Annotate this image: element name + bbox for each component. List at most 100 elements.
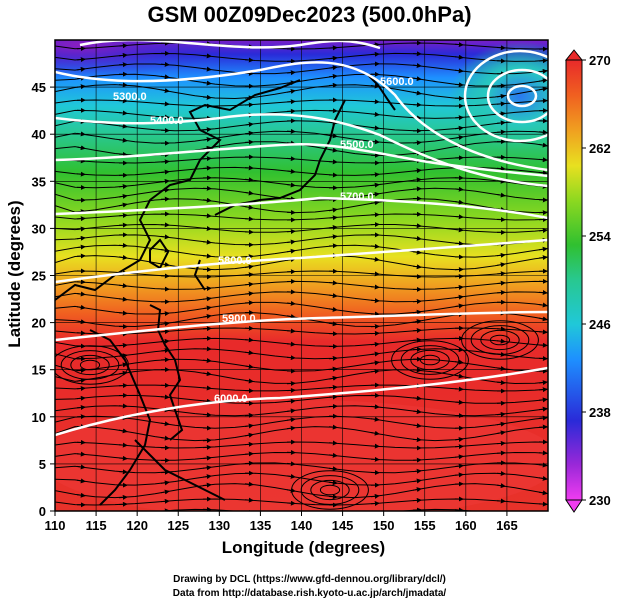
wind-arrow bbox=[328, 394, 338, 400]
wind-arrow bbox=[328, 45, 338, 51]
wind-arrow bbox=[328, 234, 338, 240]
wind-arrow bbox=[118, 469, 128, 475]
y-tick-label: 45 bbox=[32, 80, 46, 95]
wind-arrow bbox=[496, 262, 506, 268]
eddy-streamline bbox=[489, 334, 511, 346]
coastline bbox=[55, 74, 396, 506]
wind-arrow bbox=[538, 316, 548, 322]
wind-arrow bbox=[496, 101, 506, 107]
eddy-streamline bbox=[70, 354, 110, 376]
wind-arrow bbox=[454, 444, 464, 450]
wind-arrow bbox=[496, 178, 506, 184]
streamline bbox=[55, 472, 548, 486]
eddy-streamline bbox=[79, 359, 101, 371]
y-tick-label: 40 bbox=[32, 127, 46, 142]
wind-arrow bbox=[370, 83, 380, 89]
wind-arrow bbox=[496, 166, 506, 172]
wind-arrow bbox=[76, 367, 86, 373]
wind-arrow bbox=[118, 362, 128, 368]
x-tick-label: 120 bbox=[126, 518, 148, 533]
streamline bbox=[55, 223, 548, 233]
wind-arrow bbox=[118, 98, 128, 104]
wind-arrow bbox=[370, 172, 380, 178]
contour-5300 bbox=[55, 61, 548, 172]
wind-streamlines bbox=[55, 40, 548, 511]
wind-arrow bbox=[496, 430, 506, 436]
wind-arrow bbox=[454, 125, 464, 131]
contour-label: 5600.0 bbox=[380, 76, 414, 88]
streamline bbox=[55, 52, 548, 62]
wind-arrow bbox=[286, 355, 296, 361]
contour-label: 5900.0 bbox=[222, 313, 256, 325]
credit-line-2: Data from http://database.rish.kyoto-u.a… bbox=[172, 588, 447, 599]
wind-arrow bbox=[202, 226, 212, 232]
wind-arrow bbox=[496, 192, 506, 198]
wind-arrow bbox=[244, 423, 254, 429]
x-tick-label: 130 bbox=[208, 518, 230, 533]
wind-arrow bbox=[244, 441, 254, 447]
wind-arrow bbox=[76, 57, 86, 63]
streamline bbox=[55, 369, 548, 385]
wind-arrow bbox=[412, 90, 422, 96]
wind-arrow bbox=[286, 408, 296, 414]
wind-arrow bbox=[244, 364, 254, 370]
wind-arrow bbox=[118, 283, 128, 289]
wind-arrow bbox=[76, 226, 86, 232]
wind-arrow bbox=[412, 186, 422, 192]
wind-arrow bbox=[370, 368, 380, 374]
wind-arrow bbox=[412, 264, 422, 270]
wind-arrow bbox=[412, 437, 422, 443]
wind-arrow bbox=[328, 120, 338, 126]
wind-arrow bbox=[328, 384, 338, 390]
streamline bbox=[55, 426, 548, 442]
contour-label: 5800.0 bbox=[218, 255, 252, 267]
wind-arrow bbox=[370, 139, 380, 145]
wind-arrow bbox=[160, 222, 170, 228]
wind-arrow bbox=[118, 110, 128, 116]
eddy-streamline bbox=[60, 350, 120, 380]
wind-arrow bbox=[118, 82, 128, 88]
wind-arrow bbox=[244, 254, 254, 260]
wind-arrow bbox=[286, 229, 296, 235]
wind-arrow bbox=[412, 423, 422, 429]
wind-arrow bbox=[370, 200, 380, 206]
streamline bbox=[55, 415, 548, 429]
wind-arrow bbox=[76, 216, 86, 222]
wind-arrow bbox=[202, 127, 212, 133]
wind-arrow bbox=[244, 337, 254, 343]
wind-arrow bbox=[286, 487, 296, 493]
eddy-streamline bbox=[480, 329, 520, 351]
wind-arrow bbox=[286, 70, 296, 76]
contour-label: 5400.0 bbox=[150, 115, 184, 127]
wind-arrow bbox=[538, 246, 548, 252]
wind-arrow bbox=[454, 303, 464, 309]
wind-arrow bbox=[202, 474, 212, 480]
contour-5600 bbox=[55, 196, 548, 220]
wind-arrow bbox=[328, 55, 338, 61]
streamline bbox=[55, 280, 548, 290]
streamline bbox=[55, 348, 548, 360]
wind-arrow bbox=[76, 291, 86, 297]
wind-arrow bbox=[244, 432, 254, 438]
wind-arrow bbox=[328, 73, 338, 79]
colorbar-tick-label: 246 bbox=[589, 317, 611, 332]
wind-arrow bbox=[538, 302, 548, 308]
streamline bbox=[55, 394, 548, 404]
wind-arrow bbox=[328, 375, 338, 381]
wind-arrow bbox=[160, 498, 170, 504]
wind-arrow bbox=[328, 225, 338, 231]
wind-arrow bbox=[202, 412, 212, 418]
wind-arrow bbox=[496, 280, 506, 286]
wind-arrow bbox=[538, 490, 548, 496]
wind-arrow bbox=[76, 395, 86, 401]
colorbar-tick-label: 262 bbox=[589, 141, 611, 156]
wind-arrow bbox=[370, 298, 380, 304]
wind-arrow bbox=[286, 473, 296, 479]
wind-arrow bbox=[160, 435, 170, 441]
wind-arrow bbox=[76, 131, 86, 137]
wind-arrow bbox=[328, 494, 338, 500]
wind-arrow bbox=[454, 472, 464, 478]
wind-arrow bbox=[160, 421, 170, 427]
eddy-streamline bbox=[55, 345, 129, 385]
